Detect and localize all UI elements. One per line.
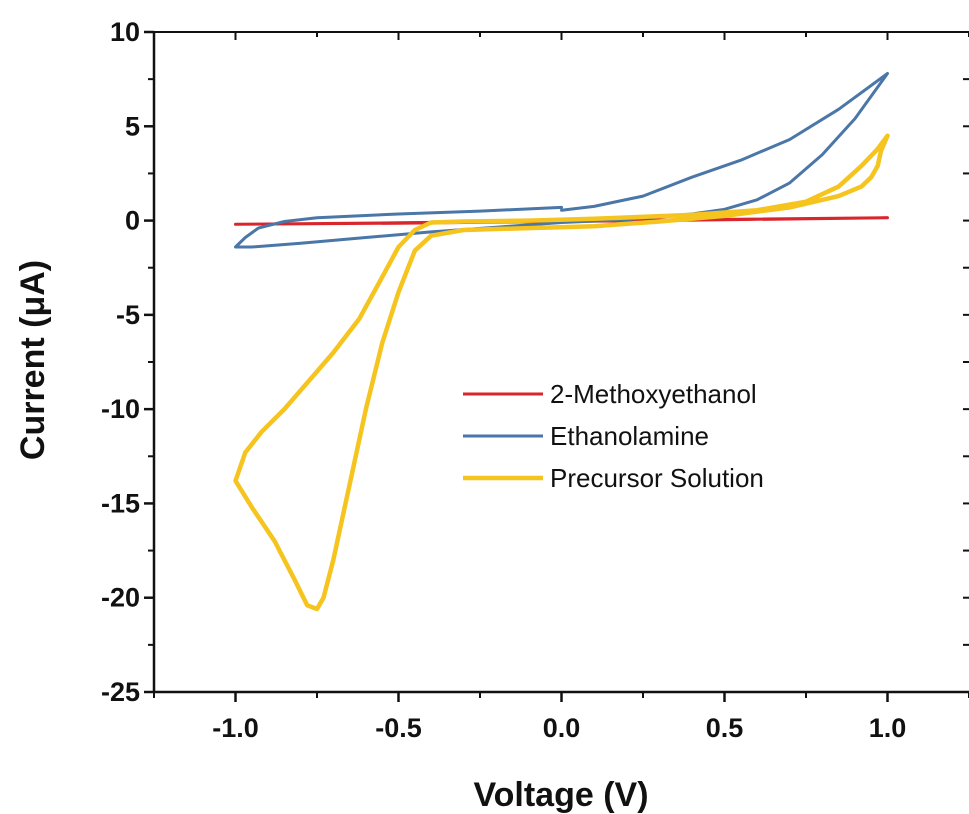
series-lines — [233, 72, 890, 612]
tick-labels: 10 5 0 -5 -10 -15 -20 -25 -1.0 -0.5 0.0 0.5 1.0 — [101, 17, 906, 743]
y-axis-label: Current (μA) — [14, 260, 52, 460]
y-tick-label: -20 — [101, 583, 140, 613]
x-tick-label: 1.0 — [869, 713, 907, 743]
x-axis-label: Voltage (V) — [473, 776, 648, 814]
y-tick-label: 0 — [125, 206, 140, 236]
axes — [144, 30, 969, 702]
x-tick-label: 0.5 — [706, 713, 744, 743]
legend-entry-label: 2-Methoxyethanol — [550, 379, 757, 409]
legend: 2-Methoxyethanol Ethanolamine Precursor So… — [463, 379, 764, 493]
y-tick-label: -10 — [101, 394, 140, 424]
y-tick-label: -25 — [101, 677, 140, 707]
x-tick-label: -1.0 — [212, 713, 259, 743]
y-tick-label: -15 — [101, 488, 140, 518]
series-line-precursor-solution — [233, 133, 890, 612]
legend-entry-label: Ethanolamine — [550, 421, 709, 451]
y-tick-label: -5 — [116, 300, 140, 330]
legend-entry-label: Precursor Solution — [550, 463, 764, 493]
y-tick-label: 5 — [125, 111, 140, 141]
x-tick-label: 0.0 — [543, 713, 581, 743]
y-tick-label: 10 — [110, 17, 140, 47]
x-tick-label: -0.5 — [375, 713, 422, 743]
